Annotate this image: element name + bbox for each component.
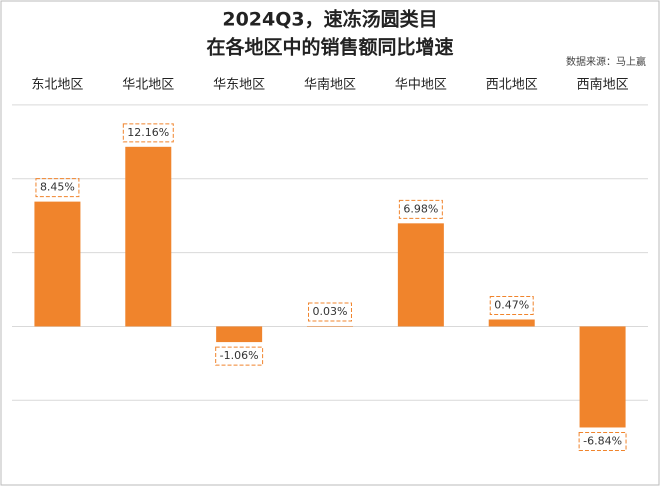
value-label-box	[35, 178, 80, 198]
value-label-box	[215, 346, 264, 366]
value-label-box	[398, 199, 443, 219]
value-label-box	[578, 431, 627, 451]
chart-title: 2024Q3，速冻汤圆类目	[222, 8, 437, 31]
bar	[397, 223, 444, 327]
value-label: 12.16%	[127, 126, 169, 139]
x-tick-label: 西北地区	[486, 78, 538, 93]
x-tick-label: 华中地区	[395, 78, 447, 93]
value-label-box	[489, 295, 534, 315]
bar	[488, 319, 535, 327]
value-label: 8.45%	[40, 181, 75, 194]
value-label: -6.84%	[583, 434, 622, 447]
value-label: 0.47%	[494, 298, 529, 311]
x-tick-label: 东北地区	[31, 78, 83, 93]
x-tick-label: 华东地区	[213, 78, 265, 93]
value-label: 0.03%	[313, 305, 348, 318]
value-label: 6.98%	[403, 202, 438, 215]
x-tick-label: 西南地区	[577, 77, 629, 93]
chart-subtitle: 在各地区中的销售额同比增速	[206, 36, 453, 59]
source-note: 数据来源：马上赢	[566, 55, 646, 68]
bar	[579, 326, 626, 428]
value-label-box	[122, 123, 174, 143]
bar	[307, 325, 353, 327]
bar	[125, 146, 172, 327]
bar	[216, 326, 263, 343]
value-label-box	[308, 302, 352, 322]
x-tick-label: 华南地区	[304, 77, 356, 93]
bar	[34, 201, 81, 327]
x-tick-label: 华北地区	[122, 78, 174, 93]
value-label: -1.06%	[220, 349, 259, 362]
